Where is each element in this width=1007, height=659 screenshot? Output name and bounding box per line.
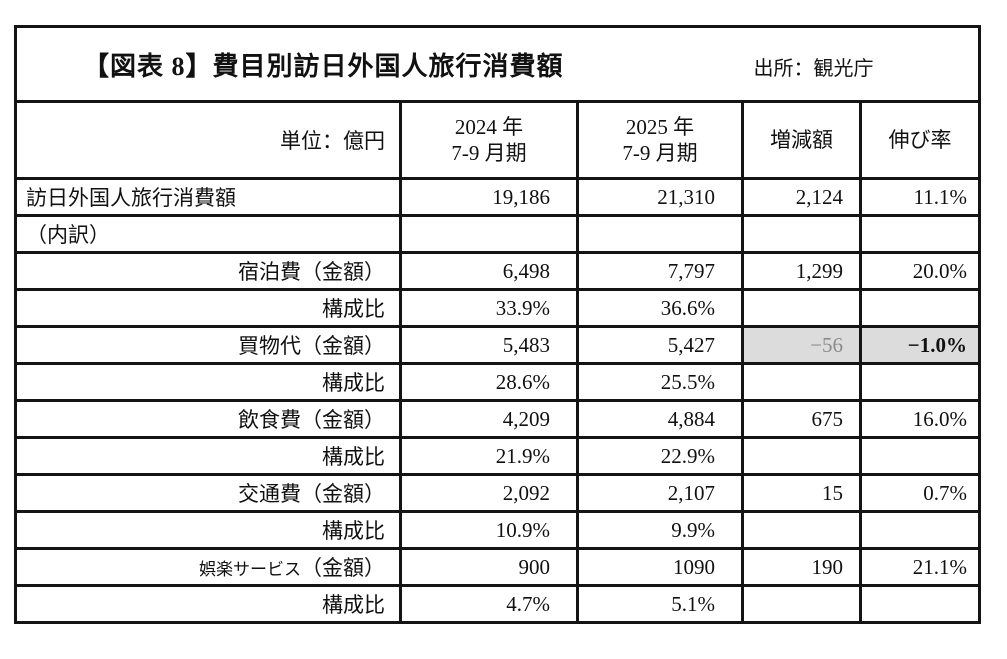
cell-2025: 36.6%: [576, 291, 741, 325]
cell-2025: 4,884: [576, 402, 741, 436]
cell-2024: 10.9%: [399, 513, 576, 547]
table-row: 宿泊費（金額） 6,498 7,797 1,299 20.0%: [17, 251, 978, 288]
col-header-2024-line2: 7-9 月期: [451, 141, 527, 165]
row-label: 交通費（金額）: [238, 482, 385, 506]
cell-change: 190: [741, 550, 859, 584]
cell-2024: 4.7%: [399, 587, 576, 621]
row-label: 宿泊費（金額）: [238, 260, 385, 284]
row-label: （内訳）: [26, 223, 110, 247]
cell-growth: 16.0%: [859, 402, 978, 436]
col-header-growth: 伸び率: [859, 103, 978, 177]
cell-change: [741, 291, 859, 325]
col-header-2024: 2024 年 7-9 月期: [399, 103, 576, 177]
cell-growth: 0.7%: [859, 476, 978, 510]
col-header-2025-line2: 7-9 月期: [622, 141, 698, 165]
cell-2025: 2,107: [576, 476, 741, 510]
table-row: （内訳）: [17, 214, 978, 251]
table-row: 飲食費（金額） 4,209 4,884 675 16.0%: [17, 399, 978, 436]
row-label: 構成比: [322, 297, 385, 321]
cell-growth: 11.1%: [859, 180, 978, 214]
cell-2025: 9.9%: [576, 513, 741, 547]
table-row: 訪日外国人旅行消費額 19,186 21,310 2,124 11.1%: [17, 177, 978, 214]
cell-growth: [859, 439, 978, 473]
table-row: 買物代（金額） 5,483 5,427 −56 −1.0%: [17, 325, 978, 362]
cell-2025: 22.9%: [576, 439, 741, 473]
cell-change: 675: [741, 402, 859, 436]
row-label-small: 娯楽サービス: [199, 559, 301, 579]
cell-change: 1,299: [741, 254, 859, 288]
cell-change: 15: [741, 476, 859, 510]
cell-change: [741, 439, 859, 473]
row-label: 娯楽サービス （金額）: [17, 550, 399, 584]
table-row: 構成比 28.6% 25.5%: [17, 362, 978, 399]
cell-change: [741, 587, 859, 621]
cell-2025: 21,310: [576, 180, 741, 214]
cell-change: −56: [741, 328, 859, 362]
table-row: 構成比 4.7% 5.1%: [17, 584, 978, 621]
cell-growth: [859, 513, 978, 547]
cell-change: [741, 513, 859, 547]
row-label: 構成比: [322, 519, 385, 543]
cell-growth: [859, 587, 978, 621]
cell-growth: 21.1%: [859, 550, 978, 584]
col-header-2024-line1: 2024 年: [454, 114, 524, 139]
figure-title-row: 【図表 8】費目別訪日外国人旅行消費額 出所：観光庁: [17, 28, 978, 100]
col-header-2025-line1: 2025 年: [625, 114, 695, 139]
figure-title: 【図表 8】費目別訪日外国人旅行消費額: [83, 51, 564, 81]
figure-source: 出所：観光庁: [753, 57, 874, 80]
cell-2025: 25.5%: [576, 365, 741, 399]
cell-2024: 33.9%: [399, 291, 576, 325]
row-label: 構成比: [322, 593, 385, 617]
table-header-row: 単位：億円 2024 年 7-9 月期 2025 年 7-9 月期 増減額 伸び…: [17, 100, 978, 177]
cell-2024: 5,483: [399, 328, 576, 362]
cell-growth: [859, 291, 978, 325]
cell-2024: 4,209: [399, 402, 576, 436]
table-row: 交通費（金額） 2,092 2,107 15 0.7%: [17, 473, 978, 510]
cell-2025: [576, 217, 741, 251]
unit-label: 単位：億円: [280, 129, 385, 153]
row-label: 訪日外国人旅行消費額: [26, 186, 236, 210]
cell-2025: 1090: [576, 550, 741, 584]
cell-growth: [859, 365, 978, 399]
cell-growth: 20.0%: [859, 254, 978, 288]
col-header-2025: 2025 年 7-9 月期: [576, 103, 741, 177]
cell-change: [741, 365, 859, 399]
table-row: 娯楽サービス （金額） 900 1090 190 21.1%: [17, 547, 978, 584]
row-label: 飲食費（金額）: [238, 408, 385, 432]
col-header-change: 増減額: [741, 103, 859, 177]
table-row: 構成比 21.9% 22.9%: [17, 436, 978, 473]
cell-growth: [859, 217, 978, 251]
row-label: 構成比: [322, 445, 385, 469]
cell-change: 2,124: [741, 180, 859, 214]
cell-change: [741, 217, 859, 251]
row-label: 構成比: [322, 371, 385, 395]
row-label: 買物代（金額）: [238, 334, 385, 358]
cell-2024: [399, 217, 576, 251]
cell-2024: 21.9%: [399, 439, 576, 473]
cell-2024: 2,092: [399, 476, 576, 510]
table-row: 構成比 10.9% 9.9%: [17, 510, 978, 547]
cell-2024: 900: [399, 550, 576, 584]
row-label-rest: （金額）: [301, 556, 385, 580]
table-body: 訪日外国人旅行消費額 19,186 21,310 2,124 11.1% （内訳） 宿泊費（…: [17, 177, 978, 621]
cell-growth: −1.0%: [859, 328, 978, 362]
cell-2025: 7,797: [576, 254, 741, 288]
cell-2024: 6,498: [399, 254, 576, 288]
cell-2025: 5,427: [576, 328, 741, 362]
figure-table: 【図表 8】費目別訪日外国人旅行消費額 出所：観光庁 単位：億円 2024 年 …: [14, 25, 981, 624]
cell-2024: 28.6%: [399, 365, 576, 399]
cell-2024: 19,186: [399, 180, 576, 214]
cell-2025: 5.1%: [576, 587, 741, 621]
table-row: 構成比 33.9% 36.6%: [17, 288, 978, 325]
